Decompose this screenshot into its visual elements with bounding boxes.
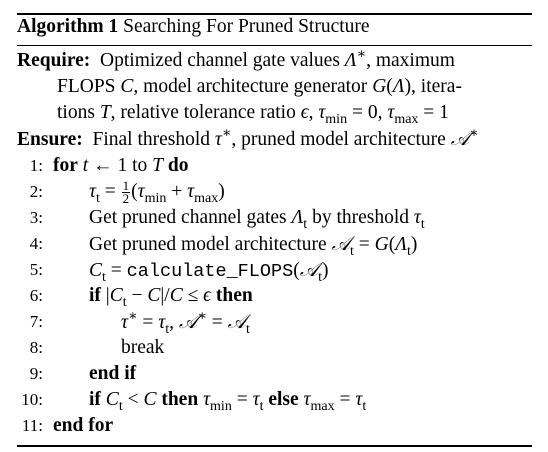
algorithm-title: Searching For Pruned Structure xyxy=(123,16,370,37)
step-number-11: 11: xyxy=(21,416,43,435)
step-number-9: 9: xyxy=(29,364,43,383)
step-number-6: 6: xyxy=(29,286,43,305)
step-7: τ∗ = τt, 𝒜∗ = 𝒜t xyxy=(121,309,250,337)
step-1: for t ← 1 to T do xyxy=(53,155,189,176)
step-2: τt = 1 2 (τmin + τmax) xyxy=(89,178,225,207)
step-number-3: 3: xyxy=(29,208,43,227)
step-number-4: 4: xyxy=(29,234,43,253)
step-6: if |Ct − C|/C ≤ ϵ then xyxy=(89,285,253,310)
step-9: end if xyxy=(89,363,137,384)
step-number-10: 10: xyxy=(21,390,43,409)
require-line-3: tions T, relative tolerance ratio ϵ, τmi… xyxy=(57,102,449,127)
step-4: Get pruned model architecture 𝒜t = G(Λt) xyxy=(89,232,418,259)
require-keyword: Require: xyxy=(17,50,91,71)
step-number-8: 8: xyxy=(29,338,43,357)
top-rule xyxy=(17,13,532,15)
require-text-1: Optimized channel gate values Λ∗, maximu… xyxy=(95,47,455,71)
step-8: break xyxy=(121,337,165,358)
ensure-text: Final threshold τ∗, pruned model archite… xyxy=(87,126,479,150)
step-11: end for xyxy=(53,415,114,436)
require-line-1: Require: Optimized channel gate values Λ… xyxy=(17,47,455,76)
ensure-keyword: Ensure: xyxy=(17,129,83,150)
step-number-1: 1: xyxy=(29,156,43,175)
caption-rule xyxy=(17,45,532,47)
step-10: if Ct < C then τmin = τt else τmax = τt xyxy=(89,389,367,414)
algorithm-caption: Algorithm 1 Searching For Pruned Structu… xyxy=(17,14,370,40)
step-3: Get pruned channel gates Λt by threshold… xyxy=(89,207,425,232)
require-line-2: FLOPS C, model architecture generator G(… xyxy=(57,76,462,97)
ensure-line: Ensure: Final threshold τ∗, pruned model… xyxy=(17,126,479,155)
bottom-rule xyxy=(17,445,532,447)
step-number-2: 2: xyxy=(29,182,43,201)
algorithm-label: Algorithm 1 xyxy=(17,16,119,37)
step-5: Ct = calculate_FLOPS(𝒜t) xyxy=(89,258,329,285)
step-number-7: 7: xyxy=(29,312,43,331)
algorithm-block: Algorithm 1 Searching For Pruned Structu… xyxy=(17,0,532,452)
step-number-5: 5: xyxy=(29,260,43,279)
